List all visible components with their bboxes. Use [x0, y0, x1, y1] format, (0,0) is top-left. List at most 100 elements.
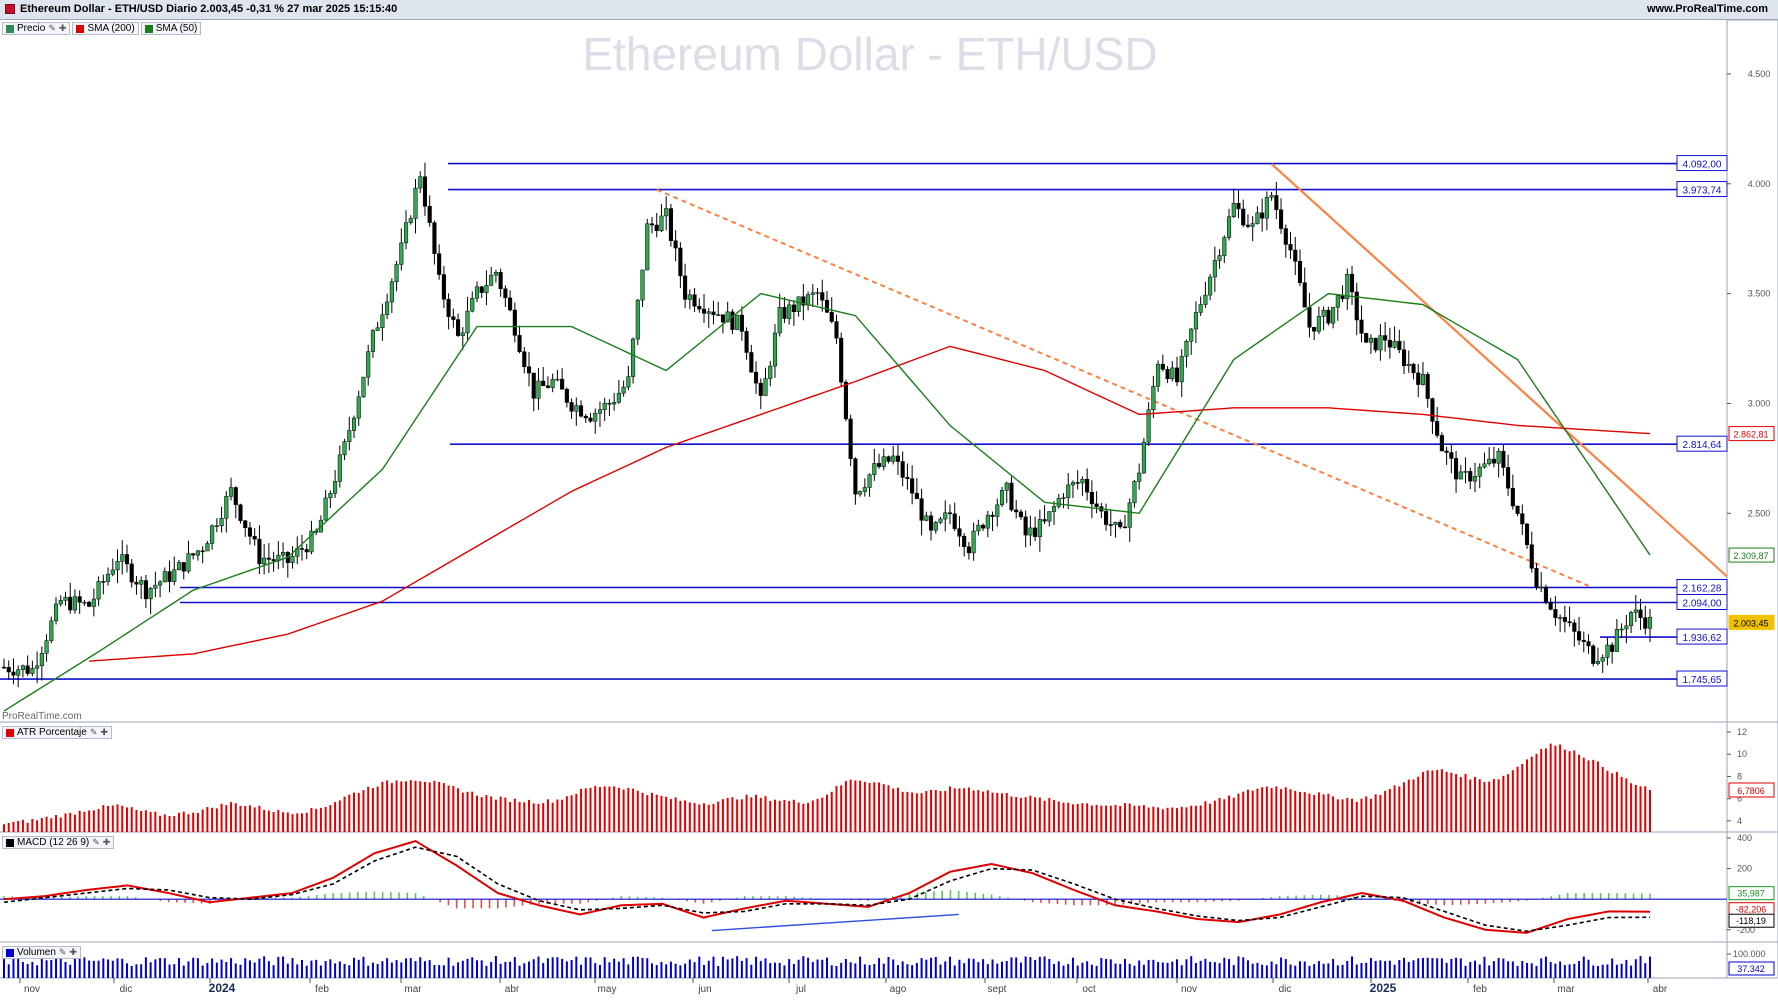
atr-ytick-label: 4	[1737, 816, 1742, 826]
candle-body	[692, 294, 697, 307]
candle-body	[101, 581, 106, 583]
candle-body	[1468, 471, 1473, 482]
candle-body	[1463, 471, 1468, 473]
level-label: 3.973,74	[1683, 186, 1722, 197]
candle-body	[517, 335, 522, 353]
legend-precio[interactable]: Precio ✎ ✚	[2, 22, 71, 35]
level-label: 4.092,00	[1683, 160, 1722, 171]
candle-body	[1364, 333, 1369, 343]
candle-body	[418, 176, 423, 189]
candle-body	[49, 620, 54, 641]
level-label: 1.745,65	[1683, 675, 1722, 686]
legend-volume[interactable]: Volumen ✎ ✚	[2, 946, 82, 959]
candle-body	[1506, 467, 1511, 489]
candle-body	[1170, 367, 1175, 380]
candle-body	[342, 441, 347, 456]
macd-divergence-line	[711, 913, 959, 932]
candle-body	[124, 554, 130, 565]
candle-body	[1018, 511, 1023, 518]
price-ytick-label: 3.000	[1748, 398, 1771, 408]
candle-body	[763, 378, 768, 396]
legend-sma200[interactable]: SMA (200)	[72, 22, 139, 35]
candle-body	[129, 563, 134, 583]
macd-settings-icon[interactable]: ✎	[92, 837, 100, 847]
candle-body	[1037, 519, 1042, 538]
price-ytick-label: 3.500	[1748, 289, 1771, 299]
indicator-tag-box	[1728, 426, 1775, 442]
candle-body	[337, 454, 342, 482]
candle-body	[1496, 450, 1501, 464]
candle-body	[1562, 617, 1567, 622]
candle-body	[1482, 463, 1487, 468]
volume-legend: Volumen ✎ ✚	[2, 946, 82, 959]
candle-body	[134, 581, 139, 585]
level-label-box	[1676, 628, 1728, 645]
candle-body	[1080, 478, 1085, 484]
candle-body	[266, 557, 271, 560]
candle-body	[1605, 644, 1610, 658]
candle-body	[711, 311, 716, 315]
candle-body	[1643, 617, 1648, 629]
candle-body	[1373, 337, 1378, 351]
legend-sma50[interactable]: SMA (50)	[140, 22, 202, 35]
candle-body	[1051, 506, 1057, 512]
legend-macd[interactable]: MACD (12 26 9) ✎ ✚	[2, 836, 115, 849]
candle-body	[862, 487, 867, 492]
candle-body	[815, 292, 820, 294]
candle-body	[437, 253, 442, 275]
x-axis-label: feb	[315, 984, 329, 995]
candle-body	[1269, 195, 1274, 198]
candle-body	[621, 386, 626, 394]
candle-body	[11, 671, 16, 676]
candle-body	[389, 281, 394, 303]
candle-body	[153, 584, 158, 589]
candle-body	[1231, 202, 1236, 217]
legend-atr-swatch	[6, 728, 14, 737]
volume-settings-icon[interactable]: ✎	[58, 947, 67, 957]
candle-body	[489, 274, 494, 286]
candle-body	[1198, 304, 1203, 313]
candle-body	[356, 396, 361, 419]
macd-ytick-label: 400	[1737, 833, 1752, 843]
candle-body	[673, 240, 678, 249]
watermark-title: Ethereum Dollar - ETH/USD	[582, 28, 1157, 80]
candle-body	[1156, 363, 1161, 387]
candle-body	[1529, 544, 1534, 569]
candle-body	[1042, 519, 1047, 522]
candle-body	[257, 538, 262, 565]
candle-body	[106, 573, 111, 582]
candle-body	[1335, 295, 1340, 308]
candle-body	[593, 412, 598, 422]
legend-precio-label: Precio	[17, 23, 46, 34]
level-label: 2.814,64	[1683, 440, 1722, 451]
candle-body	[479, 286, 484, 293]
candle-body	[1387, 339, 1392, 348]
candle-body	[867, 474, 872, 488]
settings-wrench-icon[interactable]: ✎	[48, 23, 56, 33]
add-indicator-icon[interactable]: ✚	[58, 23, 67, 33]
candle-body	[422, 176, 428, 207]
candle-body	[1595, 660, 1601, 664]
candle-body	[886, 456, 891, 462]
candle-body	[560, 378, 565, 390]
candle-body	[1586, 641, 1591, 647]
candle-body	[1151, 385, 1156, 411]
candle-body	[375, 327, 380, 331]
sma50-line	[3, 292, 1651, 712]
atr-settings-icon[interactable]: ✎	[89, 727, 98, 737]
candle-body	[1354, 291, 1359, 321]
candle-body	[1094, 503, 1099, 508]
candle-body	[1085, 478, 1090, 493]
candle-body	[328, 493, 333, 499]
volume-add-icon[interactable]: ✚	[69, 947, 78, 957]
level-label: 1.936,62	[1683, 633, 1722, 644]
candle-body	[1288, 244, 1293, 251]
candle-body	[35, 665, 40, 669]
candle-body	[787, 304, 792, 319]
site-link[interactable]: www.ProRealTime.com	[1646, 3, 1768, 15]
legend-atr[interactable]: ATR Porcentaje ✎ ✚	[2, 726, 112, 739]
atr-add-icon[interactable]: ✚	[100, 727, 108, 737]
macd-add-icon[interactable]: ✚	[102, 837, 111, 847]
candle-body	[228, 487, 234, 497]
